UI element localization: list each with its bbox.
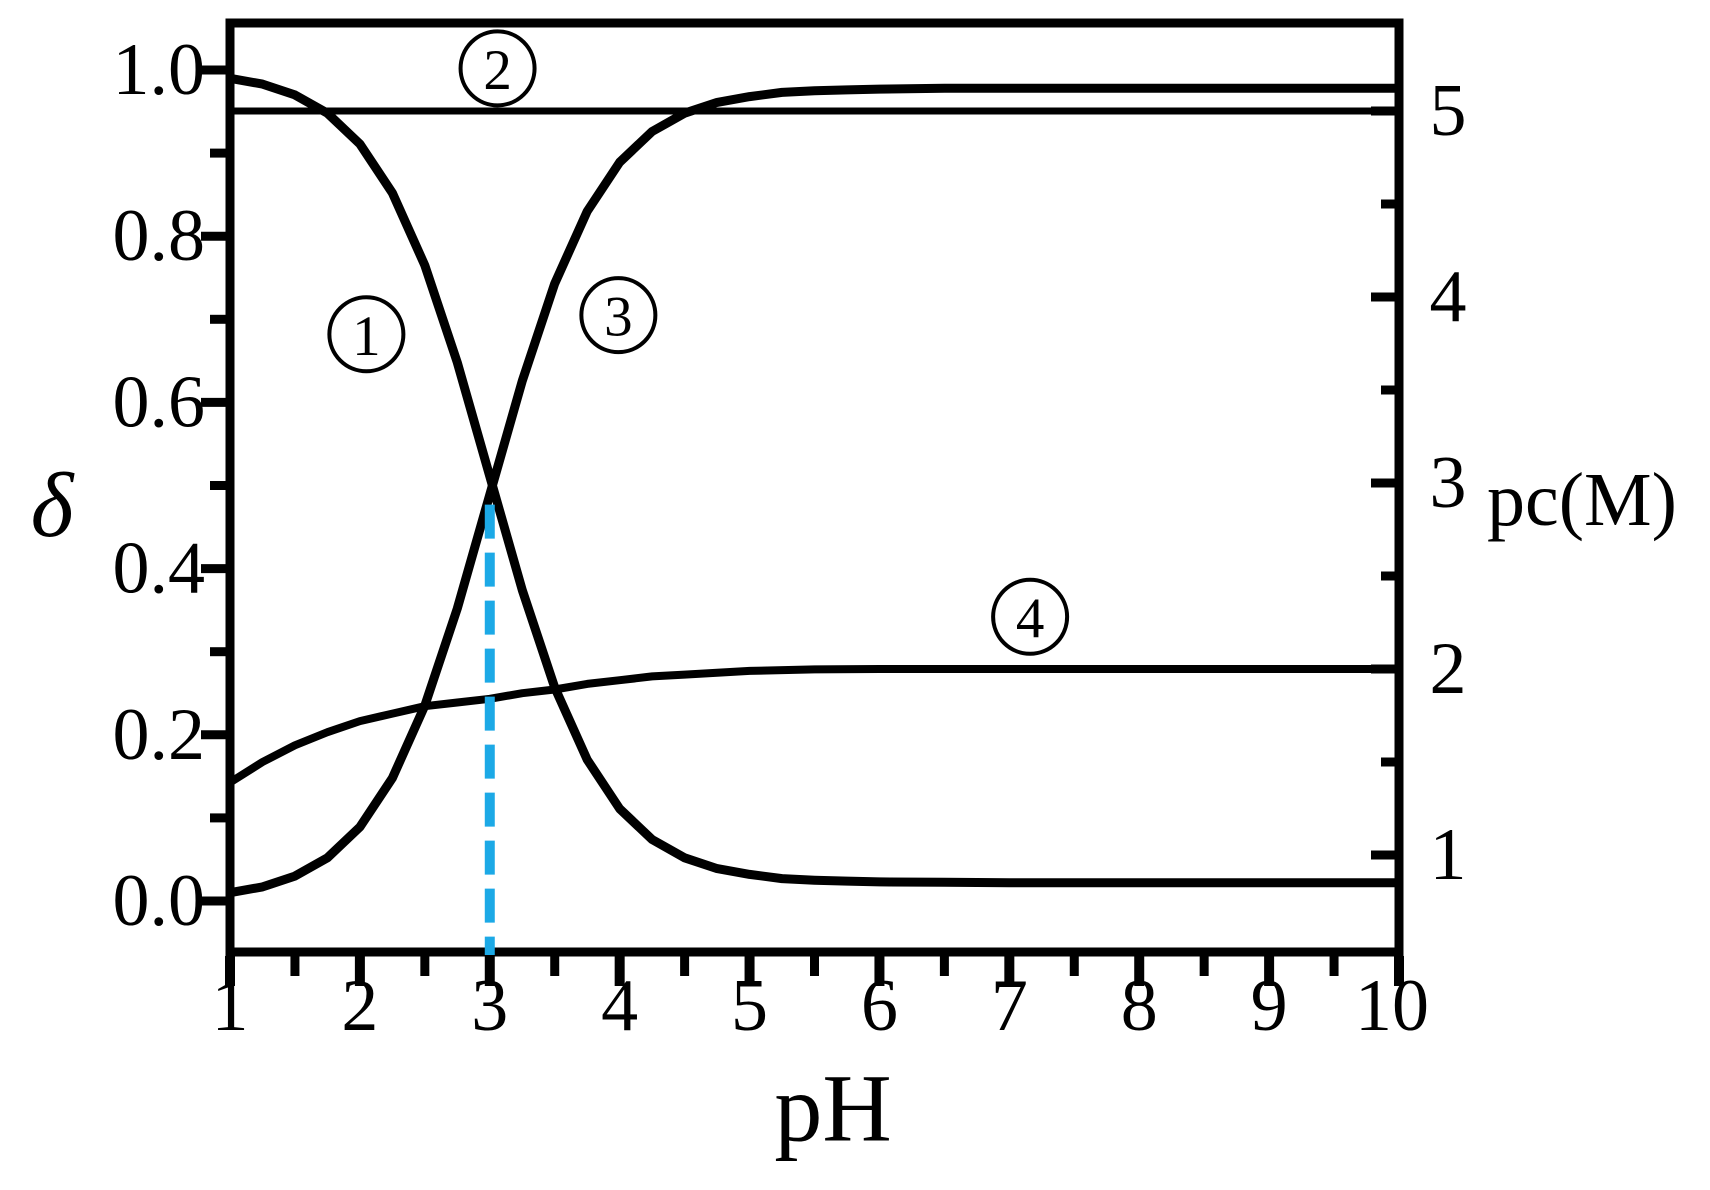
axis-tick-labels: 1 2 3 4 5 6 7 8 9 10 0.0 0.2 0.4 0.6 0.8 1.0 1 2 3 4 5 (113, 29, 1467, 1047)
circled-label-1: 1 (352, 305, 381, 368)
y-right-tick-label: 5 (1430, 70, 1467, 152)
x-tick-label: 8 (1121, 965, 1158, 1047)
x-tick-label: 7 (991, 965, 1028, 1047)
x-tick-label: 9 (1251, 965, 1288, 1047)
y-axis-left-title: δ (31, 454, 75, 556)
circled-label-3: 3 (604, 286, 633, 349)
y-left-tick-label: 0.8 (113, 195, 206, 277)
x-axis-title: pH (774, 1055, 891, 1162)
y-right-tick-label: 1 (1430, 814, 1467, 896)
x-tick-label: 3 (471, 965, 508, 1047)
y-left-tick-label: 1.0 (113, 29, 206, 111)
circled-label-2-ring (458, 29, 537, 108)
circled-label-4: 4 (1016, 587, 1045, 650)
y-right-tick-label: 3 (1430, 442, 1467, 524)
x-tick-label: 5 (731, 965, 768, 1047)
y-axis-right-title: pc(M) (1487, 458, 1677, 542)
axis-ticks (201, 65, 1404, 986)
curve-number-annotations: 1 2 3 4 (327, 29, 1070, 656)
circled-label-3-ring (579, 276, 658, 355)
x-tick-label: 6 (861, 965, 898, 1047)
y-left-tick-label: 0.6 (113, 361, 206, 443)
plot-frame (225, 18, 1404, 957)
data-curves (227, 73, 1399, 898)
x-tick-label: 2 (341, 965, 378, 1047)
y-left-tick-label: 0.0 (113, 860, 206, 942)
curve-4 (227, 665, 1399, 786)
x-tick-label: 10 (1355, 965, 1429, 1047)
curve-1 (229, 73, 1399, 888)
x-tick-label: 4 (601, 965, 638, 1047)
y-right-tick-label: 2 (1430, 628, 1467, 710)
y-left-tick-label: 0.4 (113, 528, 206, 610)
x-tick-label: 1 (212, 965, 249, 1047)
y-left-tick-label: 0.2 (113, 694, 206, 776)
circled-label-1-ring (327, 295, 406, 374)
y-right-tick-label: 4 (1430, 256, 1467, 338)
circled-label-4-ring (991, 577, 1070, 656)
curve-3 (229, 83, 1399, 898)
circled-label-2: 2 (483, 39, 512, 102)
